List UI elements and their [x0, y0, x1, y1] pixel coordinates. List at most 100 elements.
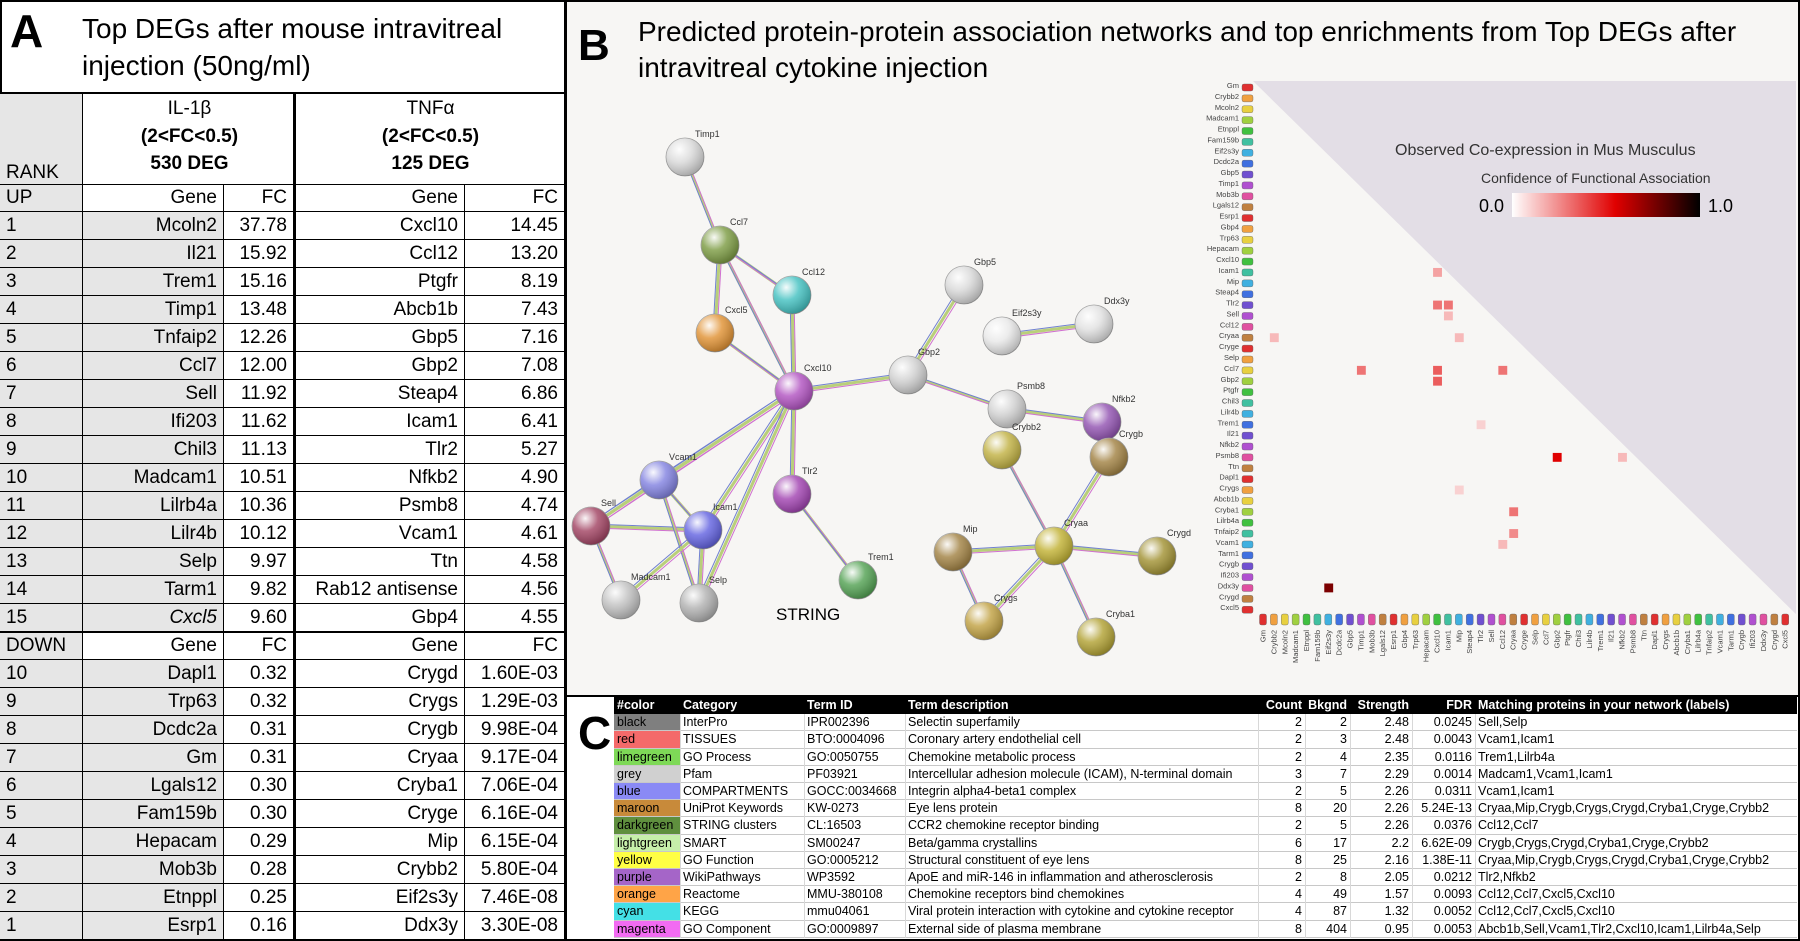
row-label: Mob3b [1216, 190, 1239, 199]
col-rule [1412, 851, 1413, 869]
fc-cell: 6.86 [465, 380, 565, 408]
col-rule [1475, 817, 1476, 835]
table-cell: Ccl12,Ccl7,Cxcl5,Cxcl10 [1478, 904, 1615, 919]
color-swatch [614, 834, 680, 851]
col-rule [680, 748, 681, 766]
row-label: Ddx3y [1218, 581, 1240, 590]
col-rule [905, 886, 906, 904]
heatmap-cell [1433, 267, 1442, 277]
row-tab [1241, 116, 1254, 124]
col-tab [1302, 613, 1311, 626]
gene-cell: Dapl1 [83, 660, 224, 688]
group-name: TNFα [406, 98, 455, 119]
table-cell: 0.95 [1384, 921, 1409, 936]
row-tab [1241, 431, 1254, 440]
row-label: Tarm1 [1218, 549, 1239, 558]
table-cell: Crygb,Crygs,Crygd,Cryba1,Cryge,Crybb2 [1478, 835, 1709, 850]
gene-cell: Crybb2 [296, 856, 465, 884]
fc-cell: 10.12 [224, 520, 296, 548]
table-cell: 0.0052 [1433, 904, 1472, 919]
heatmap-cell [1454, 333, 1464, 343]
gene-cell: Trem1 [83, 268, 224, 296]
row-label: Icam1 [1219, 266, 1239, 275]
row-tab [1241, 551, 1254, 560]
col-label: Gbp5 [1346, 630, 1355, 648]
gene-cell: Timp1 [83, 296, 224, 324]
table-header-bg [614, 697, 1797, 715]
col-tab [1738, 613, 1746, 626]
col-label: Cxcl5 [1781, 630, 1790, 649]
table-cell: 1.38E-11 [1422, 852, 1472, 867]
table-cell: 2 [1295, 732, 1302, 747]
row-tab [1241, 366, 1254, 375]
table-cell: Eye lens protein [908, 801, 998, 816]
gene-cell: Chil3 [83, 436, 224, 464]
table-cell: 5 [1340, 784, 1347, 798]
color-name: black [617, 715, 647, 730]
row-label: Mcoln2 [1215, 103, 1239, 112]
table-cell: 4 [1295, 904, 1302, 919]
col-rule [1305, 920, 1306, 938]
node-label: Mip [963, 524, 978, 534]
fc-cell: 1.60E-03 [465, 660, 565, 688]
node-shine [934, 533, 972, 571]
row-label: Crygb [1219, 560, 1239, 569]
color-name: magenta [617, 921, 666, 936]
col-rule [1412, 886, 1413, 904]
row-tab [1241, 192, 1254, 201]
table-cell: PF03921 [807, 766, 858, 781]
table-cell: 2 [1295, 749, 1302, 764]
row-tab [1241, 355, 1254, 364]
node-shine [775, 372, 813, 410]
table-cell: 0.0043 [1433, 732, 1472, 747]
row-tab [1241, 203, 1254, 211]
col-tab [1335, 613, 1343, 626]
node-label: Cryaa [1064, 518, 1088, 528]
table-cell: mmu04061 [807, 904, 870, 919]
fc-cell: 6.16E-04 [465, 800, 565, 828]
table-cell: Tlr2,Nfkb2 [1478, 870, 1536, 884]
gene-cell: Lgals12 [83, 772, 224, 800]
col-rule [804, 903, 805, 921]
panel-label: C [578, 707, 612, 759]
col-rule [1258, 869, 1259, 887]
column-header: FC [465, 185, 565, 212]
col-rule [1305, 851, 1306, 869]
col-rule [1258, 748, 1259, 766]
node-label: Crygd [1167, 528, 1191, 538]
gene-cell: Tlr2 [296, 436, 465, 464]
color-swatch [614, 920, 680, 937]
row-label: Ifi203 [1221, 571, 1239, 580]
col-tab [1727, 613, 1735, 626]
gene-cell: Mcoln2 [83, 212, 224, 240]
col-rule [1305, 903, 1306, 921]
gene-cell: Nfkb2 [296, 464, 465, 492]
col-rule [1412, 920, 1413, 938]
col-rule [1475, 731, 1476, 749]
col-rule [804, 817, 805, 835]
row-label: Tlr2 [1226, 299, 1239, 308]
column-header: Gene [296, 185, 465, 212]
table-cell: 87 [1333, 904, 1347, 919]
col-tab [1759, 613, 1768, 626]
table-cell: GO:0050755 [807, 749, 879, 764]
col-tab [1531, 613, 1539, 626]
table-cell: Chemokine receptors bind chemokines [908, 887, 1125, 902]
table-cell: 2 [1295, 870, 1302, 884]
colorbar [1512, 193, 1700, 217]
row-tab [1241, 410, 1254, 418]
table-cell: Ccl12,Ccl7 [1478, 818, 1539, 833]
col-rule [1305, 869, 1306, 887]
col-tab [1324, 613, 1332, 626]
panel-label: A [10, 5, 44, 57]
table-header: Term description [908, 698, 1009, 712]
heatmap-cell [1498, 539, 1508, 549]
rank-cell: 15 [0, 604, 83, 632]
rank-cell: 10 [0, 464, 83, 492]
node-label: Cxcl10 [804, 363, 832, 373]
row-tab [1241, 388, 1254, 396]
heatmap-cell [1476, 420, 1486, 430]
col-tab [1509, 613, 1517, 626]
col-tab [1640, 613, 1648, 626]
gene-cell: Gbp2 [296, 352, 465, 380]
